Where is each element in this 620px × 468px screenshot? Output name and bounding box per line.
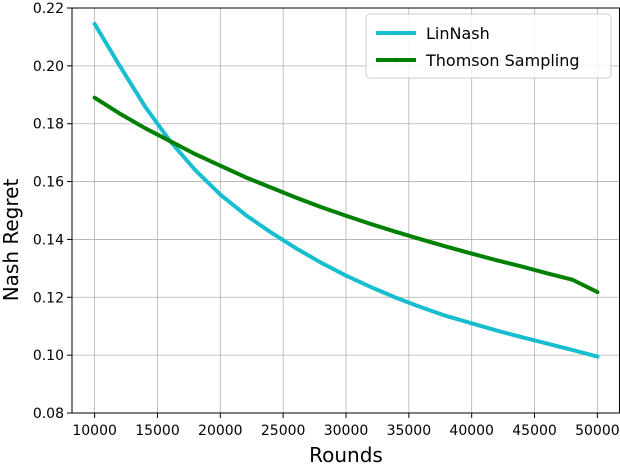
data-point bbox=[419, 237, 424, 242]
data-point bbox=[243, 175, 248, 180]
data-point bbox=[293, 195, 298, 200]
data-point bbox=[419, 305, 424, 310]
data-point bbox=[92, 95, 97, 100]
data-point bbox=[319, 205, 323, 209]
data-point bbox=[495, 258, 499, 263]
data-point bbox=[570, 348, 575, 352]
y-tick-label: 0.12 bbox=[33, 290, 64, 306]
data-point bbox=[520, 264, 524, 269]
data-point bbox=[243, 213, 248, 217]
data-point bbox=[117, 111, 122, 116]
y-tick-label: 0.10 bbox=[33, 348, 64, 364]
data-point bbox=[545, 271, 549, 276]
data-point bbox=[168, 139, 172, 143]
legend: LinNash Thomson Sampling bbox=[365, 13, 612, 79]
data-point bbox=[595, 290, 600, 294]
data-point bbox=[369, 285, 373, 289]
x-tick-label: 50000 bbox=[575, 423, 620, 439]
x-tick-label: 15000 bbox=[135, 423, 180, 439]
data-point bbox=[344, 273, 348, 278]
data-point bbox=[444, 244, 449, 249]
data-point bbox=[520, 335, 524, 340]
legend-marker-1 bbox=[393, 57, 399, 63]
legend-label-1: Thomson Sampling bbox=[425, 51, 580, 70]
data-point bbox=[595, 354, 600, 359]
legend-marker-0 bbox=[393, 30, 399, 36]
y-axis-ticks: 0.08 0.10 0.12 0.14 0.16 0.18 0.20 0.22 bbox=[33, 1, 72, 422]
data-point bbox=[444, 314, 449, 318]
data-point bbox=[495, 328, 499, 333]
data-point bbox=[344, 213, 348, 218]
x-tick-label: 45000 bbox=[512, 423, 557, 439]
legend-box bbox=[365, 13, 612, 79]
x-tick-label: 30000 bbox=[324, 423, 369, 439]
x-tick-label: 40000 bbox=[449, 423, 494, 439]
x-tick-label: 25000 bbox=[261, 423, 306, 439]
data-point bbox=[143, 104, 147, 109]
x-axis-ticks: 10000 15000 20000 25000 30000 35000 40000 45000… bbox=[72, 413, 620, 439]
y-tick-label: 0.08 bbox=[33, 406, 64, 422]
data-point bbox=[570, 277, 575, 282]
data-point bbox=[193, 152, 197, 156]
data-point bbox=[143, 126, 147, 130]
y-axis-label: Nash Regret bbox=[0, 179, 23, 302]
x-tick-label: 10000 bbox=[72, 423, 117, 439]
x-axis-label: Rounds bbox=[309, 443, 383, 464]
data-point bbox=[293, 246, 298, 250]
data-point bbox=[319, 260, 323, 265]
data-point bbox=[218, 192, 223, 197]
data-point bbox=[268, 185, 273, 190]
x-tick-label: 35000 bbox=[387, 423, 432, 439]
data-point bbox=[394, 296, 399, 300]
data-point bbox=[545, 341, 549, 346]
data-point bbox=[92, 22, 97, 26]
y-tick-label: 0.16 bbox=[33, 175, 64, 191]
y-tick-label: 0.18 bbox=[33, 117, 64, 133]
data-point bbox=[394, 230, 399, 234]
y-tick-label: 0.20 bbox=[33, 59, 64, 75]
data-point bbox=[193, 168, 197, 172]
data-point bbox=[268, 230, 273, 234]
x-tick-label: 20000 bbox=[198, 423, 243, 439]
series-lines bbox=[92, 21, 600, 359]
legend-label-0: LinNash bbox=[426, 24, 490, 43]
y-tick-label: 0.22 bbox=[33, 1, 64, 17]
data-point bbox=[469, 321, 474, 326]
data-point bbox=[369, 222, 373, 226]
data-point bbox=[469, 251, 474, 256]
data-point bbox=[117, 64, 122, 68]
y-tick-label: 0.14 bbox=[33, 232, 64, 248]
data-point bbox=[218, 163, 223, 168]
